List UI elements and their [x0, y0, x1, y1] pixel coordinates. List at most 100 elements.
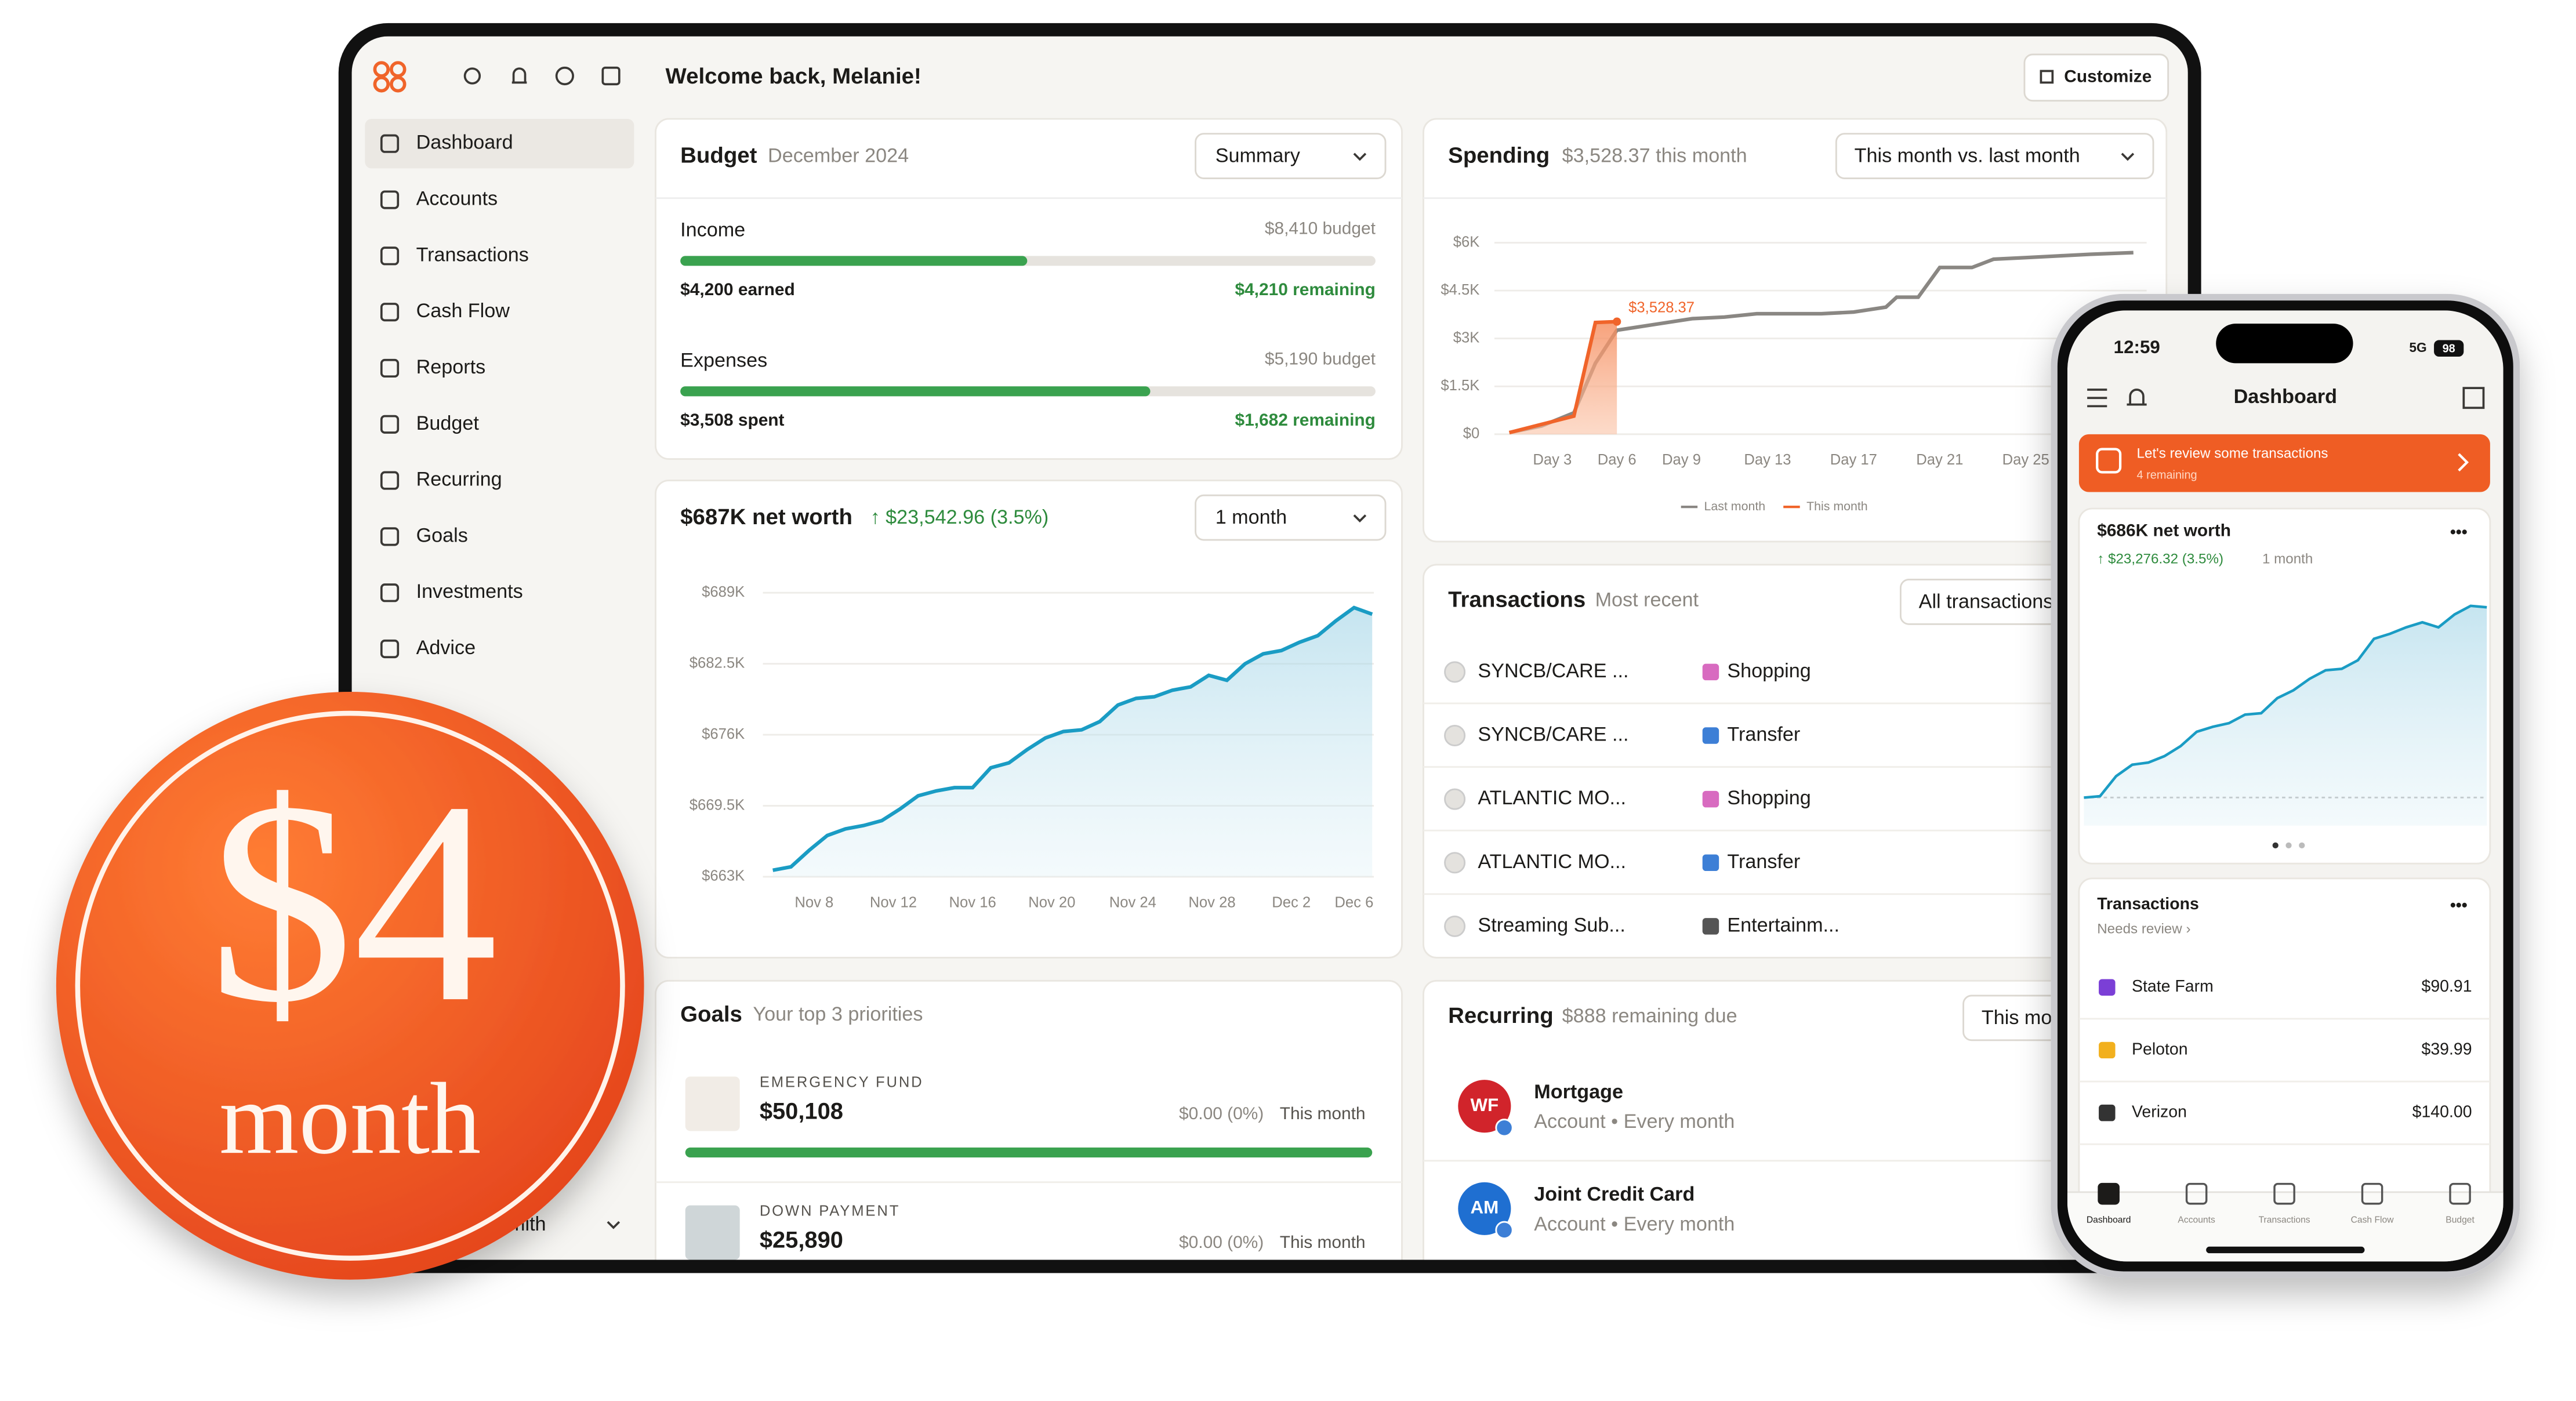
chevron [1353, 153, 1367, 161]
nav-item[interactable]: Accounts [416, 188, 498, 210]
review-banner[interactable] [2078, 434, 2490, 492]
tab-label[interactable]: Cash Flow [2351, 1215, 2394, 1225]
customize-button[interactable] [2023, 53, 2169, 102]
tab-icon[interactable] [2361, 1182, 2383, 1205]
logo [1458, 1080, 1511, 1133]
tab-label[interactable]: Accounts [2178, 1215, 2215, 1225]
card-subtitle: Your top 3 priorities [753, 1003, 923, 1025]
nav-icon [380, 190, 400, 209]
row-budget: $8,410 budget [1265, 219, 1376, 238]
tab-label[interactable]: Transactions [2259, 1215, 2310, 1225]
phone-header-icons[interactable] [2087, 389, 2147, 408]
y-tick-label: $4.5K [1441, 282, 1479, 298]
tab-icon[interactable] [2449, 1182, 2471, 1205]
y-tick-label: $669.5K [690, 797, 745, 813]
merchant[interactable]: Verizon [2132, 1103, 2187, 1121]
logo [1458, 1182, 1511, 1235]
goals-card [655, 979, 1403, 1260]
nav-item[interactable]: Transactions [416, 244, 529, 266]
banner-subtitle[interactable]: 4 remaining [2137, 469, 2197, 481]
dropdown-label[interactable]: All transactions [1919, 590, 2053, 612]
sticker: $4 month [56, 692, 644, 1280]
item-name[interactable]: Mortgage [1534, 1081, 1623, 1103]
page-dot [2285, 842, 2292, 848]
tab-icon[interactable] [2185, 1182, 2208, 1205]
nav-item[interactable]: Budget [416, 412, 480, 434]
network: 5G [2409, 340, 2426, 355]
header-icons[interactable] [463, 66, 621, 86]
customize-label[interactable]: Customize [2064, 67, 2151, 86]
y-tick-label: $3K [1453, 329, 1480, 346]
amount: $140.00 [2412, 1103, 2472, 1121]
x-tick-label: Day 21 [1916, 452, 1963, 468]
x-tick-label: Nov 12 [870, 894, 917, 910]
card-title: $687K net worth [680, 504, 852, 529]
merchant[interactable]: ATLANTIC MO... [1478, 851, 1626, 873]
category: Shopping [1727, 660, 1811, 682]
nav-item[interactable]: Investments [416, 580, 523, 602]
nav-icon [380, 303, 400, 322]
x-tick-label: Day 13 [1744, 452, 1791, 468]
area [772, 607, 1373, 877]
tab-icon[interactable] [2273, 1182, 2295, 1205]
logo-text: AM [1470, 1197, 1499, 1218]
nav-icon [380, 527, 400, 546]
x-tick-label: Day 17 [1830, 452, 1877, 468]
category-icon [1702, 727, 1719, 744]
category: Transfer [1727, 851, 1800, 873]
x-tick-label: Nov 8 [794, 894, 833, 910]
time: 12:59 [2114, 337, 2160, 357]
more-menu[interactable]: ••• [2450, 523, 2468, 542]
tab-icon[interactable] [2098, 1182, 2120, 1205]
nav-icon [380, 639, 400, 659]
tab-label[interactable]: Budget [2446, 1215, 2475, 1225]
dropdown-label[interactable]: Summary [1216, 145, 1301, 167]
goal-period: This month [1280, 1104, 1366, 1123]
category-icon [1702, 918, 1719, 935]
merchant[interactable]: Peloton [2132, 1040, 2188, 1058]
x-tick-label: Nov 24 [1109, 894, 1156, 910]
y-tick-label: $689K [702, 584, 745, 600]
category: Shopping [1727, 787, 1811, 809]
dropdown-label[interactable]: This month vs. last month [1855, 145, 2080, 167]
card-subtitle[interactable]: Needs review › [2097, 921, 2190, 937]
nav-item[interactable]: Goals [416, 524, 468, 546]
dropdown[interactable] [1835, 133, 2154, 179]
change: ↑ $23,542.96 (3.5%) [870, 506, 1049, 528]
nav-item[interactable]: Reports [416, 356, 486, 378]
card-title: Spending [1448, 143, 1550, 168]
banner-title[interactable]: Let's review some transactions [2137, 445, 2328, 461]
more-menu[interactable]: ••• [2450, 897, 2468, 915]
page-dot [2272, 842, 2279, 848]
amount: $39.99 [2421, 1040, 2472, 1058]
welcome: Welcome back, Melanie! [666, 64, 921, 89]
nav-item[interactable]: Cash Flow [416, 300, 510, 322]
dropdown[interactable] [1195, 494, 1387, 541]
card-subtitle: $3,528.37 this month [1562, 145, 1747, 167]
grid-icon[interactable] [2462, 387, 2485, 409]
x-tick-label: Nov 20 [1028, 894, 1075, 910]
nav-item[interactable]: Dashboard [416, 132, 513, 154]
item-name[interactable]: Joint Credit Card [1534, 1184, 1695, 1206]
dropdown[interactable] [1195, 133, 1387, 179]
merchant[interactable]: SYNCB/CARE ... [1478, 660, 1628, 682]
row-remaining: $1,682 remaining [1235, 411, 1375, 430]
nav-item[interactable]: Recurring [416, 469, 502, 491]
merchant[interactable]: State Farm [2132, 977, 2214, 996]
banner-icon [2096, 448, 2122, 474]
x-tick-label: Nov 28 [1188, 894, 1235, 910]
card-title: Recurring [1448, 1003, 1553, 1028]
sticker-price: $4 [209, 742, 498, 1062]
merchant[interactable]: Streaming Sub... [1478, 914, 1625, 936]
tab-label[interactable]: Dashboard [2087, 1215, 2131, 1225]
merchant[interactable]: ATLANTIC MO... [1478, 787, 1626, 809]
y-tick-label: $0 [1463, 426, 1480, 442]
merchant[interactable]: SYNCB/CARE ... [1478, 724, 1628, 746]
nav-item[interactable]: Advice [416, 637, 476, 659]
badge [1495, 1221, 1514, 1239]
dropdown-label[interactable]: 1 month [1216, 506, 1287, 528]
phone-screen: 12:59 5G 98 Dashboard Let's review some … [2067, 310, 2504, 1262]
badge [1495, 1119, 1514, 1137]
sticker-unit: month [219, 1062, 481, 1175]
y-tick-label: $6K [1453, 234, 1480, 250]
